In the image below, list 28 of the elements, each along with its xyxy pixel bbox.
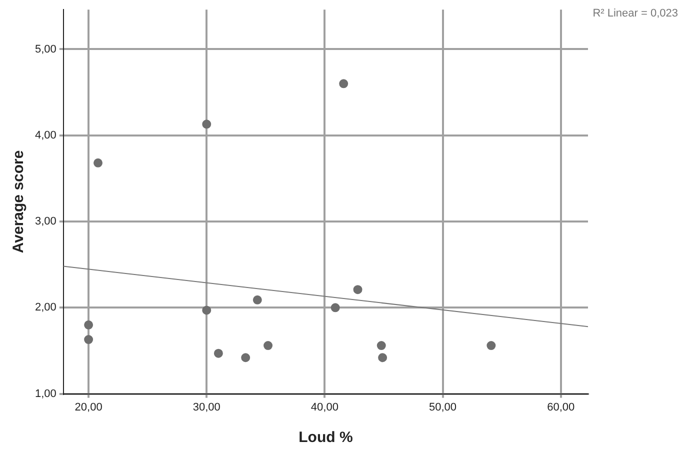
point bbox=[376, 341, 386, 350]
point bbox=[378, 353, 388, 362]
x-tick-label: 50,00 bbox=[429, 401, 457, 414]
y-tick-label: 2,00 bbox=[34, 302, 56, 314]
point bbox=[330, 303, 340, 312]
x-tick-label: 60,00 bbox=[547, 401, 575, 414]
y-axis-title: Average score bbox=[10, 150, 28, 254]
point bbox=[94, 158, 103, 168]
point bbox=[264, 341, 273, 350]
text: R² Linear = 0,023 bbox=[592, 8, 678, 20]
y-tick-label: 1,00 bbox=[34, 388, 56, 400]
point bbox=[202, 306, 212, 315]
x-axis-title: Loud % bbox=[298, 429, 353, 446]
point bbox=[214, 348, 223, 358]
point bbox=[353, 285, 362, 294]
point bbox=[241, 353, 250, 362]
y-tick-label: 3,00 bbox=[34, 216, 56, 228]
point bbox=[252, 295, 262, 304]
x-tick-label: 20,00 bbox=[74, 401, 102, 414]
x-tick-label: 40,00 bbox=[310, 401, 338, 414]
point bbox=[84, 335, 94, 344]
point bbox=[486, 341, 496, 350]
y-tick-label: 4,00 bbox=[34, 129, 56, 142]
point bbox=[84, 320, 94, 330]
point bbox=[339, 79, 348, 88]
point bbox=[202, 120, 212, 129]
x-tick-label: 30,00 bbox=[192, 401, 220, 414]
y-tick-label: 5,00 bbox=[34, 43, 56, 56]
